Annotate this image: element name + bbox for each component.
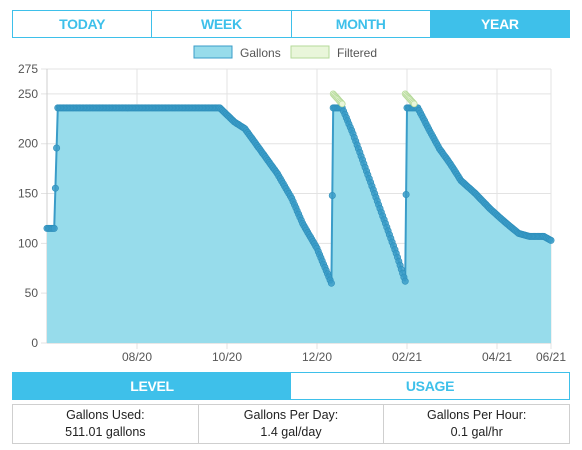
range-tabs: TODAY WEEK MONTH YEAR	[12, 10, 570, 38]
stat-gallons-per-day: Gallons Per Day: 1.4 gal/day	[199, 405, 385, 443]
tab-year[interactable]: YEAR	[430, 11, 569, 37]
usage-stats: Gallons Used: 511.01 gallons Gallons Per…	[12, 404, 570, 444]
legend-gallons-label: Gallons	[240, 46, 281, 60]
tab-usage[interactable]: USAGE	[405, 378, 455, 394]
stat-value: 1.4 gal/day	[260, 425, 322, 439]
y-tick-label: 275	[18, 62, 38, 76]
y-tick-label: 250	[18, 87, 38, 101]
stat-gallons-per-hour: Gallons Per Hour: 0.1 gal/hr	[384, 405, 569, 443]
gallons-point	[401, 277, 409, 285]
filtered-point	[338, 100, 346, 108]
x-tick-label: 08/20	[122, 350, 152, 364]
stat-value: 0.1 gal/hr	[450, 425, 503, 439]
y-tick-label: 50	[25, 286, 39, 300]
stat-gallons-used: Gallons Used: 511.01 gallons	[13, 405, 199, 443]
stat-value: 511.01 gallons	[65, 425, 146, 439]
x-tick-label: 04/21	[482, 350, 512, 364]
series-gallons-area	[47, 107, 551, 344]
stat-label: Gallons Per Hour:	[427, 408, 527, 422]
gallons-point	[402, 191, 410, 199]
gallons-point	[328, 192, 336, 200]
gallons-point	[51, 184, 59, 192]
legend-gallons-swatch	[193, 45, 233, 59]
filtered-point	[410, 100, 418, 108]
gallons-point	[327, 279, 335, 287]
view-tabs: LEVEL USAGE	[12, 372, 570, 400]
gallons-point	[53, 144, 61, 152]
y-tick-label: 150	[18, 187, 38, 201]
gallons-point	[547, 236, 555, 244]
gallons-point	[50, 224, 58, 232]
tab-week[interactable]: WEEK	[152, 11, 292, 37]
x-tick-label: 10/20	[212, 350, 242, 364]
tab-level[interactable]: LEVEL	[13, 373, 291, 399]
level-chart: 0 50 100 150 200 250 275 08/20 10/20 12/20 02/21 04…	[18, 45, 566, 364]
y-tick-label: 0	[31, 336, 38, 350]
legend-filtered-label: Filtered	[337, 46, 377, 60]
x-tick-label: 06/21	[536, 350, 566, 364]
stat-label: Gallons Used:	[66, 408, 145, 422]
tab-month[interactable]: MONTH	[292, 11, 431, 37]
x-tick-label: 12/20	[302, 350, 332, 364]
stat-label: Gallons Per Day:	[243, 408, 339, 422]
tab-today[interactable]: TODAY	[13, 11, 153, 37]
legend-filtered-swatch	[290, 45, 330, 59]
y-tick-label: 200	[18, 137, 38, 151]
x-tick-label: 02/21	[392, 350, 422, 364]
y-tick-label: 100	[18, 236, 38, 250]
